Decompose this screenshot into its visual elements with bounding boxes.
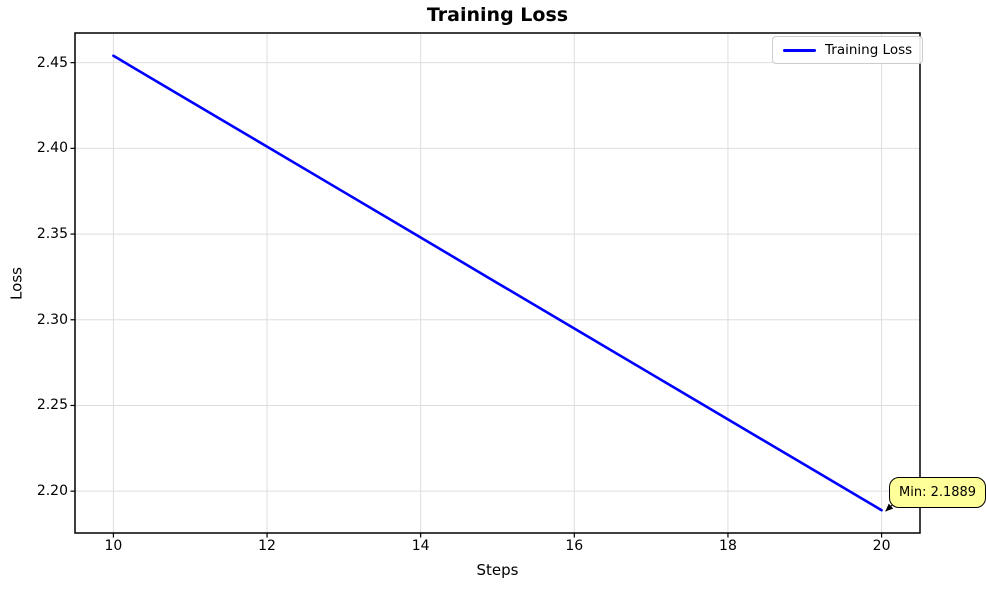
- y-tick-label: 2.20: [36, 483, 68, 500]
- min-annotation: Min: 2.1889: [889, 477, 986, 508]
- x-axis-label: Steps: [476, 561, 519, 579]
- y-tick-label: 2.45: [36, 54, 68, 71]
- legend-label: Training Loss: [825, 42, 913, 58]
- y-tick-label: 2.40: [36, 140, 68, 157]
- x-tick-label: 10: [104, 538, 123, 554]
- axes-frame: [74, 32, 921, 534]
- y-tick-label: 2.25: [36, 397, 68, 414]
- legend-line-swatch: [783, 48, 816, 52]
- x-tick-label: 20: [872, 538, 891, 554]
- y-tick-label: 2.35: [36, 226, 68, 243]
- x-tick-label: 18: [719, 538, 737, 554]
- legend: Training Loss: [772, 36, 924, 64]
- y-tick-label: 2.30: [36, 311, 68, 328]
- x-tick-label: 14: [411, 538, 430, 554]
- chart-title: Training Loss: [426, 4, 569, 26]
- loss-line: [112, 54, 883, 512]
- x-tick-label: 16: [565, 538, 584, 554]
- x-tick-label: 12: [258, 538, 276, 554]
- y-axis-label: Loss: [7, 267, 26, 300]
